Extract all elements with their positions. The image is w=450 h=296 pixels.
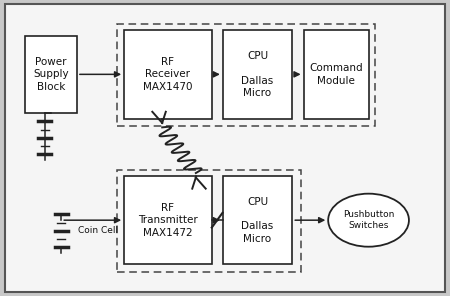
Text: Power
Supply
Block: Power Supply Block <box>33 57 69 92</box>
FancyBboxPatch shape <box>223 176 292 264</box>
FancyBboxPatch shape <box>124 176 212 264</box>
Text: RF
Transmitter
MAX1472: RF Transmitter MAX1472 <box>138 203 198 238</box>
Text: Pushbutton
Switches: Pushbutton Switches <box>343 210 394 230</box>
Circle shape <box>328 194 409 247</box>
Text: Command
Module: Command Module <box>309 63 363 86</box>
Text: CPU

Dallas
Micro: CPU Dallas Micro <box>241 197 274 244</box>
FancyBboxPatch shape <box>303 30 369 118</box>
Text: Coin Cell: Coin Cell <box>78 226 118 235</box>
FancyBboxPatch shape <box>25 36 77 113</box>
Text: CPU

Dallas
Micro: CPU Dallas Micro <box>241 51 274 98</box>
FancyBboxPatch shape <box>124 30 212 118</box>
FancyBboxPatch shape <box>223 30 292 118</box>
FancyBboxPatch shape <box>5 4 445 292</box>
Text: RF
Receiver
MAX1470: RF Receiver MAX1470 <box>143 57 193 92</box>
